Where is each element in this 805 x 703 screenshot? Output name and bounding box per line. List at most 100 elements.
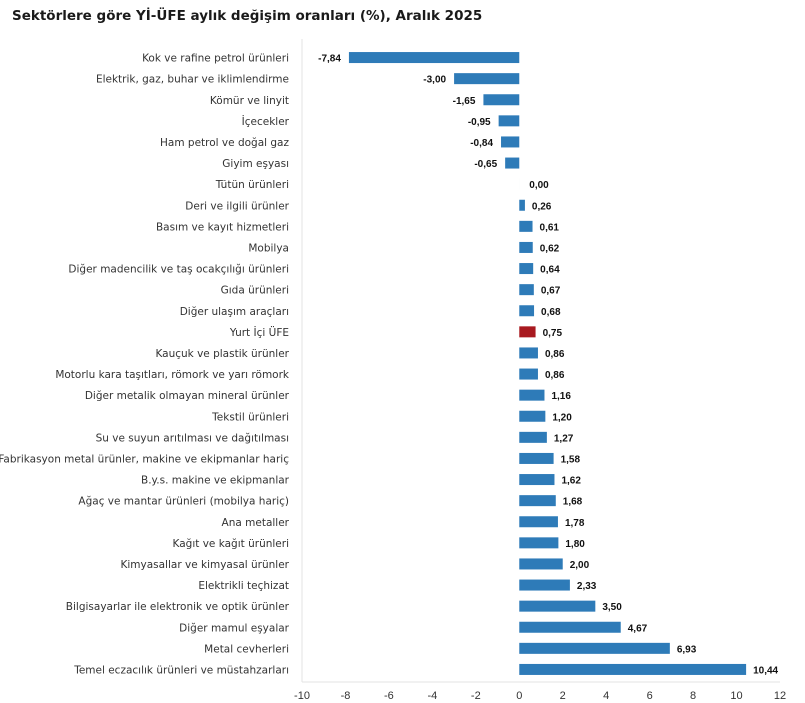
data-label: 4,67	[628, 623, 648, 634]
x-tick-label: -2	[471, 690, 481, 702]
bar	[519, 621, 621, 633]
data-label: 1,58	[561, 454, 581, 465]
data-label: 0,86	[545, 349, 565, 360]
data-label: 1,80	[565, 539, 585, 550]
category-label: Metal cevherleri	[204, 643, 289, 655]
data-label: 1,68	[563, 497, 583, 508]
category-label: Yurt İçi ÜFE	[229, 326, 289, 339]
data-label: -0,95	[468, 117, 491, 128]
bar	[519, 284, 534, 296]
category-label: Tekstil ürünleri	[211, 411, 289, 423]
category-label: Gıda ürünleri	[221, 285, 289, 297]
bar	[519, 600, 596, 612]
data-label: 2,33	[577, 581, 597, 592]
category-label: Fabrikasyon metal ürünler, makine ve eki…	[0, 453, 289, 465]
x-tick-label: -4	[427, 690, 437, 702]
data-label: 2,00	[570, 560, 590, 571]
category-label: Diğer metalik olmayan mineral ürünler	[85, 390, 290, 402]
data-label: 3,50	[602, 602, 622, 613]
bar	[519, 558, 563, 570]
category-label: Ham petrol ve doğal gaz	[160, 137, 289, 149]
chart-title: Sektörlere göre Yİ-ÜFE aylık değişim ora…	[12, 8, 483, 24]
category-label: Motorlu kara taşıtları, römork ve yarı r…	[55, 369, 290, 381]
data-label: 6,93	[677, 644, 697, 655]
bar	[519, 431, 547, 443]
bar	[519, 495, 556, 507]
category-label: Tütün ürünleri	[215, 179, 289, 191]
data-label: 1,62	[561, 476, 581, 487]
data-label: 0,67	[541, 286, 561, 297]
category-label: Kömür ve linyit	[210, 95, 289, 107]
x-tick-label: 0	[516, 690, 522, 702]
data-label: 1,16	[551, 391, 571, 402]
bar	[519, 263, 534, 275]
bar	[519, 537, 559, 549]
bar	[519, 220, 533, 232]
category-label: Kok ve rafine petrol ürünleri	[142, 53, 289, 65]
data-label: -1,65	[453, 96, 476, 107]
bar	[483, 94, 520, 106]
x-tick-label: -6	[384, 690, 394, 702]
x-tick-label: 6	[647, 690, 653, 702]
bar	[519, 663, 747, 675]
data-label: -0,84	[470, 138, 493, 149]
data-label: 0,75	[543, 328, 563, 339]
category-label: Kauçuk ve plastik ürünler	[155, 348, 289, 360]
bar	[519, 579, 570, 591]
data-label: -7,84	[318, 54, 341, 65]
bar	[519, 326, 536, 338]
category-label: Diğer mamul eşyalar	[179, 622, 290, 634]
category-label: Su ve suyun arıtılması ve dağıtılması	[96, 432, 289, 444]
bar	[519, 389, 545, 401]
data-label: 1,27	[554, 433, 574, 444]
x-tick-label: 8	[690, 690, 696, 702]
category-label: Kimyasallar ve kimyasal ürünler	[120, 559, 289, 571]
category-label: Bilgisayarlar ile elektronik ve optik ür…	[66, 601, 290, 613]
bar	[501, 136, 520, 148]
data-label: 0,64	[540, 265, 560, 276]
bar	[454, 73, 520, 85]
category-label: Giyim eşyası	[222, 158, 289, 170]
category-label: Diğer ulaşım araçları	[180, 306, 289, 318]
category-label: Elektrikli teçhizat	[198, 580, 289, 592]
bar	[519, 199, 525, 211]
x-tick-label: 10	[730, 690, 742, 702]
data-label: 0,86	[545, 370, 565, 381]
data-label: 10,44	[753, 665, 778, 676]
category-label: Temel eczacılık ürünleri ve müstahzarlar…	[73, 664, 289, 676]
data-label: -3,00	[423, 75, 446, 86]
x-tick-label: 2	[560, 690, 566, 702]
category-label: Ağaç ve mantar ürünleri (mobilya hariç)	[78, 496, 289, 508]
data-label: 0,61	[540, 222, 560, 233]
bar	[348, 52, 520, 64]
bar	[519, 241, 533, 253]
bar	[519, 642, 670, 654]
data-label: 1,20	[552, 412, 572, 423]
bar	[519, 516, 558, 528]
x-tick-label: -10	[294, 690, 310, 702]
x-tick-label: 4	[603, 690, 609, 702]
category-label: İçecekler	[242, 115, 290, 128]
category-label: Ana metaller	[222, 517, 290, 529]
data-label: 0,68	[541, 307, 561, 318]
category-label: Elektrik, gaz, buhar ve iklimlendirme	[96, 74, 289, 86]
data-label: 0,26	[532, 201, 552, 212]
bar	[519, 410, 546, 422]
bar	[498, 115, 520, 127]
bar	[505, 157, 520, 169]
category-label: Kağıt ve kağıt ürünleri	[173, 538, 289, 550]
bar	[519, 305, 535, 317]
category-label: Diğer madencilik ve taş ocakçılığı ürünl…	[68, 264, 289, 276]
category-label: Basım ve kayıt hizmetleri	[156, 221, 289, 233]
data-label: 0,62	[540, 243, 560, 254]
category-label: Mobilya	[248, 242, 289, 254]
bar	[519, 368, 538, 380]
x-tick-label: -8	[341, 690, 351, 702]
data-label: -0,65	[474, 159, 497, 170]
category-label: B.y.s. makine ve ekipmanlar	[141, 475, 290, 487]
category-label: Deri ve ilgili ürünler	[185, 200, 289, 212]
data-label: 1,78	[565, 518, 585, 529]
bar	[519, 347, 538, 359]
data-label: 0,00	[529, 180, 549, 191]
